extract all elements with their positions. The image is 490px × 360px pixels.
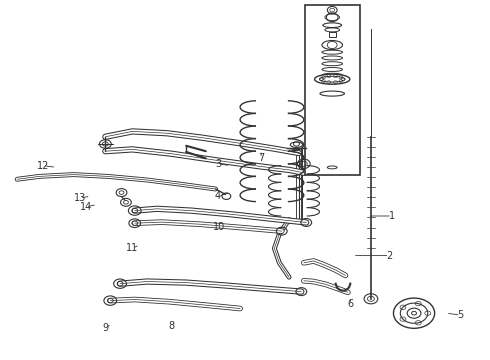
Text: 6: 6: [347, 299, 353, 309]
Text: 4: 4: [215, 191, 221, 201]
Ellipse shape: [315, 74, 350, 84]
Text: 8: 8: [169, 321, 174, 331]
Bar: [329, 32, 336, 37]
Text: 7: 7: [258, 153, 264, 163]
Text: 5: 5: [458, 310, 464, 320]
Text: 13: 13: [74, 193, 86, 203]
Bar: [305, 5, 360, 175]
Text: 9: 9: [102, 323, 108, 333]
Text: 2: 2: [387, 251, 392, 261]
Text: 10: 10: [214, 222, 225, 232]
Text: 1: 1: [389, 211, 395, 221]
Circle shape: [393, 298, 435, 328]
Text: 12: 12: [37, 161, 49, 171]
Text: 3: 3: [215, 159, 221, 169]
Text: 11: 11: [126, 243, 138, 253]
Text: 14: 14: [79, 202, 92, 212]
